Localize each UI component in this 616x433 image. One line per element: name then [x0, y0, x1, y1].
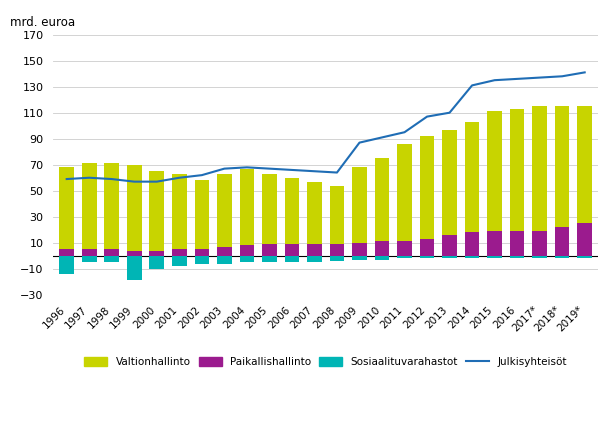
Bar — [532, 231, 547, 256]
Bar — [82, 163, 97, 256]
Bar — [487, 231, 502, 256]
Bar — [285, 244, 299, 256]
Bar — [577, 256, 592, 259]
Bar — [510, 231, 524, 256]
Bar — [195, 180, 209, 256]
Bar — [217, 256, 232, 264]
Bar — [330, 244, 344, 256]
Bar — [419, 136, 434, 256]
Bar — [330, 186, 344, 256]
Bar — [105, 256, 119, 262]
Bar — [397, 256, 412, 259]
Bar — [285, 256, 299, 262]
Bar — [240, 246, 254, 256]
Bar — [82, 249, 97, 256]
Bar — [150, 171, 164, 256]
Bar — [217, 174, 232, 256]
Bar — [532, 106, 547, 256]
Bar — [262, 244, 277, 256]
Bar — [555, 256, 569, 259]
Bar — [285, 178, 299, 256]
Bar — [330, 256, 344, 261]
Bar — [307, 256, 322, 262]
Bar — [510, 109, 524, 256]
Bar — [195, 256, 209, 264]
Bar — [105, 249, 119, 256]
Bar — [240, 256, 254, 262]
Bar — [352, 167, 367, 256]
Bar — [555, 227, 569, 256]
Bar — [397, 242, 412, 256]
Bar — [375, 242, 389, 256]
Bar — [172, 256, 187, 266]
Bar — [352, 243, 367, 256]
Bar — [307, 244, 322, 256]
Bar — [217, 247, 232, 256]
Bar — [59, 256, 74, 274]
Bar — [82, 256, 97, 262]
Bar — [442, 129, 457, 256]
Bar — [510, 256, 524, 259]
Bar — [150, 256, 164, 269]
Bar — [487, 256, 502, 259]
Text: mrd. euroa: mrd. euroa — [10, 16, 75, 29]
Bar — [352, 256, 367, 260]
Bar — [487, 111, 502, 256]
Bar — [464, 233, 479, 256]
Bar — [442, 256, 457, 259]
Bar — [397, 144, 412, 256]
Bar — [240, 168, 254, 256]
Bar — [59, 249, 74, 256]
Bar — [419, 256, 434, 259]
Bar — [464, 256, 479, 259]
Legend: Valtionhallinto, Paikallishallinto, Sosiaalituvarahastot, Julkisyhteisöt: Valtionhallinto, Paikallishallinto, Sosi… — [84, 357, 567, 367]
Bar — [262, 174, 277, 256]
Bar — [105, 163, 119, 256]
Bar — [127, 165, 142, 256]
Bar — [464, 122, 479, 256]
Bar — [577, 106, 592, 256]
Bar — [150, 251, 164, 256]
Bar — [195, 249, 209, 256]
Bar — [127, 251, 142, 256]
Bar — [262, 256, 277, 262]
Bar — [442, 235, 457, 256]
Bar — [375, 158, 389, 256]
Bar — [577, 223, 592, 256]
Bar — [127, 256, 142, 281]
Bar — [555, 106, 569, 256]
Bar — [307, 181, 322, 256]
Bar — [172, 174, 187, 256]
Bar — [419, 239, 434, 256]
Bar — [172, 249, 187, 256]
Bar — [532, 256, 547, 259]
Bar — [375, 256, 389, 260]
Bar — [59, 167, 74, 256]
